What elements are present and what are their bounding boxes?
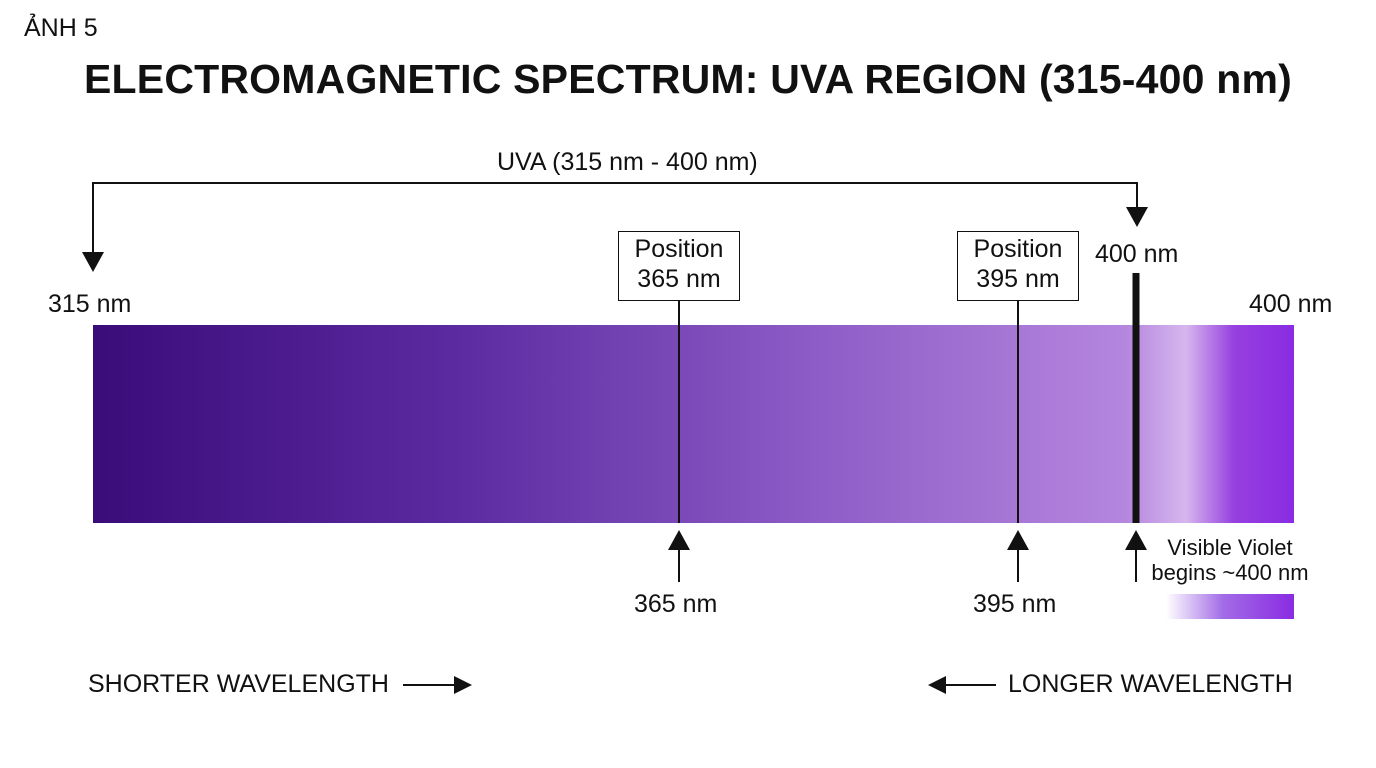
- up-arrow-395nm: [1007, 530, 1029, 582]
- bracket-arrow-right: [1126, 207, 1148, 227]
- bracket-arrow-left: [82, 252, 104, 272]
- position-box-365nm: Position 365 nm: [618, 231, 740, 301]
- uva-spectrum-bar: [93, 325, 1294, 523]
- bottom-label-395nm: 395 nm: [973, 590, 1057, 618]
- position-box-title: Position: [634, 235, 724, 263]
- figure-label: ẢNH 5: [24, 14, 98, 42]
- up-arrow-400nm: [1125, 530, 1147, 582]
- shorter-wavelength-label: SHORTER WAVELENGTH: [88, 670, 389, 698]
- position-box-value: 395 nm: [976, 265, 1060, 293]
- position-box-395nm: Position 395 nm: [957, 231, 1079, 301]
- visible-note-line2: begins ~400 nm: [1151, 560, 1309, 585]
- longer-direction-arrow: [928, 676, 996, 694]
- visible-note-line1: Visible Violet: [1167, 535, 1293, 560]
- up-arrow-365nm: [668, 530, 690, 582]
- boundary-label-400nm: 400 nm: [1095, 240, 1179, 268]
- position-box-value: 365 nm: [637, 265, 721, 293]
- spectrum-end-label: 400 nm: [1249, 290, 1333, 318]
- uva-range-bracket: [82, 182, 1148, 272]
- uva-range-label: UVA (315 nm - 400 nm): [497, 148, 758, 176]
- visible-violet-swatch: [1166, 594, 1294, 619]
- visible-violet-note: Visible Violet begins ~400 nm: [1140, 535, 1320, 585]
- longer-wavelength-label: LONGER WAVELENGTH: [1008, 670, 1293, 698]
- bottom-label-365nm: 365 nm: [634, 590, 718, 618]
- position-box-title: Position: [973, 235, 1063, 263]
- diagram-title: ELECTROMAGNETIC SPECTRUM: UVA REGION (31…: [83, 56, 1293, 102]
- spectrum-start-label: 315 nm: [48, 290, 132, 318]
- shorter-direction-arrow: [403, 676, 472, 694]
